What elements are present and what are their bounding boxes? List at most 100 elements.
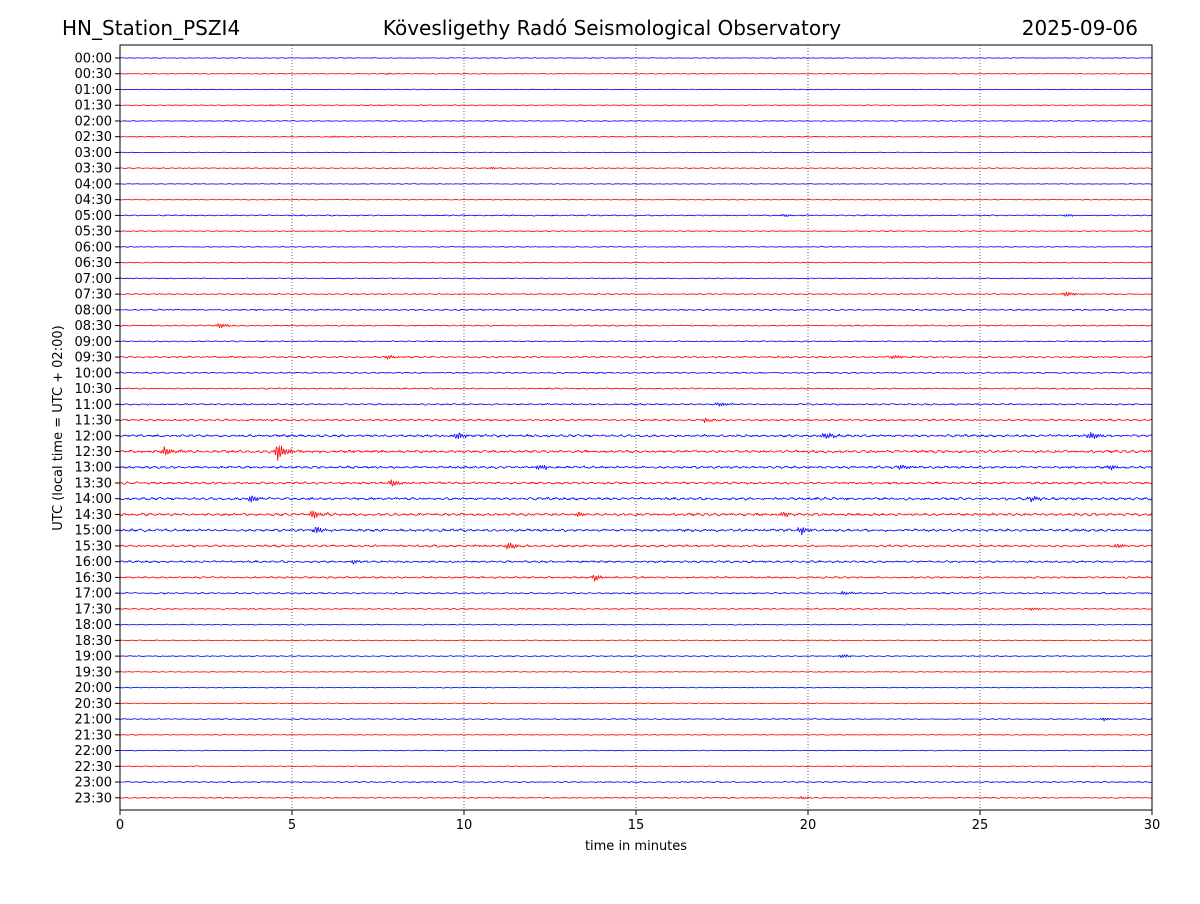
row-label: 18:00 — [75, 618, 112, 633]
row-label: 02:30 — [75, 130, 112, 145]
trace-0600 — [119, 246, 1153, 248]
row-label: 05:00 — [75, 209, 112, 224]
row-label: 04:00 — [75, 177, 112, 192]
row-label: 07:00 — [75, 272, 112, 287]
trace-1100 — [119, 402, 1153, 407]
row-label: 09:00 — [75, 335, 112, 350]
trace-2330 — [119, 796, 1153, 800]
x-tick-label: 25 — [972, 818, 989, 833]
row-label: 01:00 — [75, 83, 112, 98]
trace-1500 — [119, 526, 1153, 536]
row-label: 08:00 — [75, 303, 112, 318]
trace-0000 — [119, 57, 1153, 59]
trace-1000 — [119, 371, 1153, 375]
row-label: 14:30 — [75, 508, 112, 523]
row-label: 23:00 — [75, 776, 112, 791]
row-label: 13:30 — [75, 476, 112, 491]
row-label: 04:30 — [75, 193, 112, 208]
trace-1730 — [119, 607, 1153, 611]
trace-1800 — [119, 623, 1153, 626]
trace-2030 — [119, 702, 1153, 705]
trace-0700 — [119, 277, 1153, 280]
row-label: 18:30 — [75, 634, 112, 649]
trace-1830 — [119, 639, 1153, 642]
trace-0800 — [119, 308, 1153, 312]
trace-2230 — [119, 765, 1153, 768]
trace-0200 — [119, 120, 1153, 122]
row-label: 03:30 — [75, 162, 112, 177]
row-label: 11:00 — [75, 398, 112, 413]
row-label: 23:30 — [75, 791, 112, 806]
trace-0330 — [119, 166, 1153, 170]
trace-1430 — [119, 510, 1153, 519]
chart-title: Kövesligethy Radó Seismological Observat… — [383, 16, 841, 40]
row-label: 10:00 — [75, 366, 112, 381]
row-label: 22:30 — [75, 760, 112, 775]
trace-1130 — [119, 418, 1153, 424]
row-label: 11:30 — [75, 414, 112, 429]
date-title: 2025-09-06 — [1022, 16, 1138, 40]
row-label: 20:00 — [75, 681, 112, 696]
x-axis-label: time in minutes — [585, 839, 687, 854]
trace-0930 — [119, 354, 1153, 360]
row-label: 19:00 — [75, 650, 112, 665]
y-axis-label: UTC (local time = UTC + 02:00) — [51, 325, 66, 530]
trace-0430 — [119, 198, 1153, 201]
traces — [119, 57, 1153, 800]
row-label: 07:30 — [75, 288, 112, 303]
row-label: 10:30 — [75, 382, 112, 397]
station-title: HN_Station_PSZI4 — [62, 16, 240, 40]
trace-2130 — [119, 733, 1153, 736]
row-labels: 00:0000:3001:0001:3002:0002:3003:0003:30… — [75, 52, 120, 806]
trace-1400 — [119, 495, 1153, 503]
trace-1300 — [119, 464, 1153, 471]
row-label: 16:30 — [75, 571, 112, 586]
trace-2100 — [119, 717, 1153, 722]
row-label: 14:00 — [75, 492, 112, 507]
trace-1630 — [119, 574, 1153, 582]
row-label: 09:30 — [75, 351, 112, 366]
trace-0630 — [119, 261, 1153, 264]
row-label: 21:30 — [75, 728, 112, 743]
trace-1930 — [119, 671, 1153, 673]
row-label: 19:30 — [75, 665, 112, 680]
x-tick-label: 0 — [116, 818, 124, 833]
x-axis-ticks: 0 5 10 15 20 25 30 — [116, 810, 1160, 833]
row-label: 12:00 — [75, 429, 112, 444]
row-label: 01:30 — [75, 99, 112, 114]
trace-0230 — [119, 135, 1153, 138]
row-label: 17:00 — [75, 587, 112, 602]
trace-0300 — [119, 151, 1153, 154]
trace-0030 — [119, 72, 1153, 76]
row-label: 00:00 — [75, 52, 112, 67]
trace-1230 — [119, 445, 1153, 461]
trace-1700 — [119, 590, 1153, 595]
row-label: 17:30 — [75, 602, 112, 617]
trace-2000 — [119, 686, 1153, 689]
trace-2200 — [119, 749, 1153, 752]
trace-0530 — [119, 230, 1153, 233]
x-tick-label: 10 — [456, 818, 473, 833]
trace-1900 — [119, 654, 1153, 659]
row-label: 06:30 — [75, 256, 112, 271]
plot-frame — [119, 44, 1153, 811]
trace-0730 — [119, 291, 1153, 297]
row-label: 22:00 — [75, 744, 112, 759]
trace-1030 — [119, 387, 1153, 390]
row-label: 20:30 — [75, 697, 112, 712]
row-label: 15:30 — [75, 539, 112, 554]
row-label: 02:00 — [75, 114, 112, 129]
row-label: 12:30 — [75, 445, 112, 460]
row-label: 13:00 — [75, 461, 112, 476]
row-label: 08:30 — [75, 319, 112, 334]
x-tick-label: 15 — [628, 818, 645, 833]
row-label: 03:00 — [75, 146, 112, 161]
grid-lines — [291, 45, 981, 810]
trace-1200 — [119, 431, 1153, 440]
trace-2300 — [119, 780, 1153, 784]
row-label: 15:00 — [75, 524, 112, 539]
x-tick-label: 30 — [1144, 818, 1161, 833]
x-tick-label: 5 — [288, 818, 296, 833]
trace-0900 — [119, 340, 1153, 343]
